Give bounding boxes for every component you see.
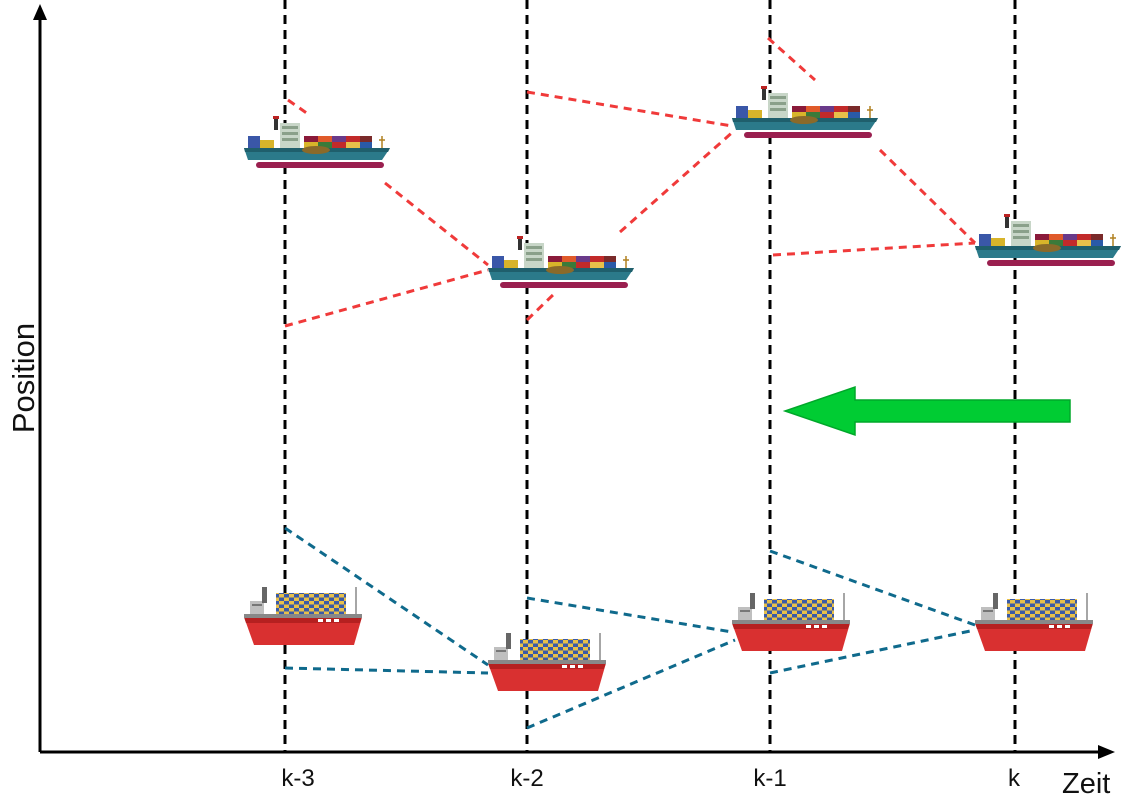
x-axis-label: Zeit bbox=[1062, 768, 1110, 794]
time-step-label: k bbox=[1008, 765, 1021, 792]
left-arrow-icon bbox=[782, 385, 1071, 437]
cargo-ship-icon bbox=[731, 592, 851, 652]
y-axis-label: Position bbox=[6, 323, 41, 433]
container-ship-icon bbox=[487, 235, 635, 289]
time-step-label: k-1 bbox=[753, 765, 786, 792]
upper-links bbox=[284, 36, 977, 328]
y-axis-arrowhead bbox=[33, 4, 47, 20]
cargo-ship-icon bbox=[974, 592, 1094, 652]
container-ship-icon bbox=[243, 115, 391, 169]
time-step-label: k-3 bbox=[281, 765, 314, 792]
cargo-ship-icon bbox=[487, 632, 607, 692]
cargo-ship-icon bbox=[243, 586, 363, 646]
lower-links bbox=[284, 526, 976, 730]
x-axis-arrowhead bbox=[1098, 745, 1115, 759]
container-ship-icon bbox=[731, 85, 879, 139]
time-step-label: k-2 bbox=[510, 765, 543, 792]
container-ship-icon bbox=[974, 213, 1122, 267]
time-lines bbox=[283, 0, 1017, 752]
